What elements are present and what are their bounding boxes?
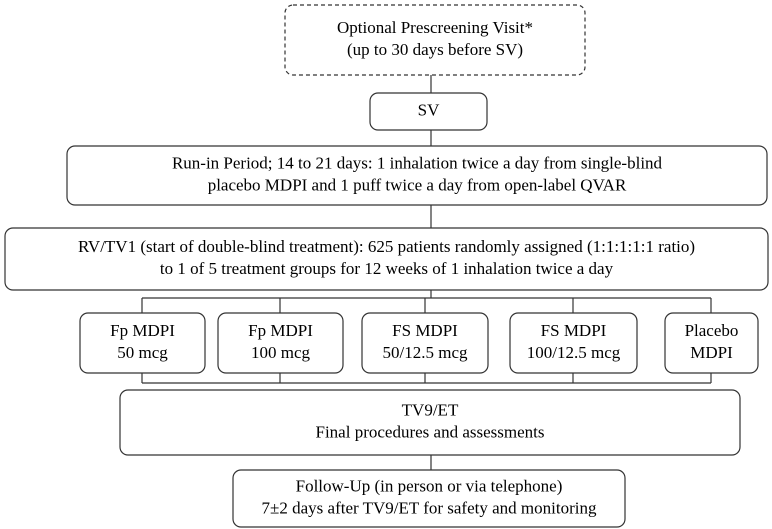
node: Optional Prescreening Visit* (up to 30 da… [284, 4, 586, 76]
node-label: Run-in Period; 14 to 21 days: 1 inhalati… [172, 153, 663, 172]
node-label: Optional Prescreening Visit* [337, 18, 533, 37]
node-label: Final procedures and assessments [316, 422, 545, 441]
node-label: Fp MDPI [110, 321, 175, 340]
node-box [79, 312, 206, 374]
node: SV [369, 92, 488, 131]
node-label: 100 mcg [251, 343, 311, 362]
node-box [119, 389, 741, 456]
node: Fp MDPI 50 mcg [79, 312, 206, 374]
node-label: Follow-Up (in person or via telephone) [296, 476, 563, 495]
node-label: 50 mcg [117, 343, 168, 362]
node: Fp MDPI 100 mcg [217, 312, 344, 374]
node-label: (up to 30 days before SV) [347, 40, 523, 59]
node-box [217, 312, 344, 374]
node-label: to 1 of 5 treatment groups for 12 weeks … [160, 259, 614, 278]
node-box [369, 92, 488, 131]
node-label: Fp MDPI [248, 321, 313, 340]
node-label: SV [418, 100, 440, 119]
node: Run-in Period; 14 to 21 days: 1 inhalati… [66, 145, 768, 206]
boxes: Optional Prescreening Visit* (up to 30 da… [4, 4, 769, 528]
node: FS MDPI 50/12.5 mcg [361, 312, 489, 374]
node-label: FS MDPI [541, 321, 607, 340]
node-label: Placebo [685, 321, 739, 340]
node-label: 7±2 days after TV9/ET for safety and mon… [262, 498, 597, 517]
node-box [361, 312, 489, 374]
node-label: RV/TV1 (start of double-blind treatment)… [78, 237, 695, 256]
node: Follow-Up (in person or via telephone) 7±… [232, 469, 626, 528]
node-box [509, 312, 638, 374]
node: Placebo MDPI [664, 312, 759, 374]
node: FS MDPI 100/12.5 mcg [509, 312, 638, 374]
node: RV/TV1 (start of double-blind treatment)… [4, 227, 769, 291]
node-label: MDPI [690, 343, 733, 362]
node-label: FS MDPI [392, 321, 458, 340]
node-box [664, 312, 759, 374]
node-label: 50/12.5 mcg [383, 343, 468, 362]
node-box [232, 469, 626, 528]
node-label: placebo MDPI and 1 puff twice a day from… [208, 175, 627, 194]
node-box [4, 227, 769, 291]
node: TV9/ET Final procedures and assessments [119, 389, 741, 456]
connectors [141, 75, 712, 470]
node-label: TV9/ET [402, 400, 459, 419]
node-box [66, 145, 768, 206]
node-box [284, 4, 586, 76]
node-label: 100/12.5 mcg [527, 343, 621, 362]
